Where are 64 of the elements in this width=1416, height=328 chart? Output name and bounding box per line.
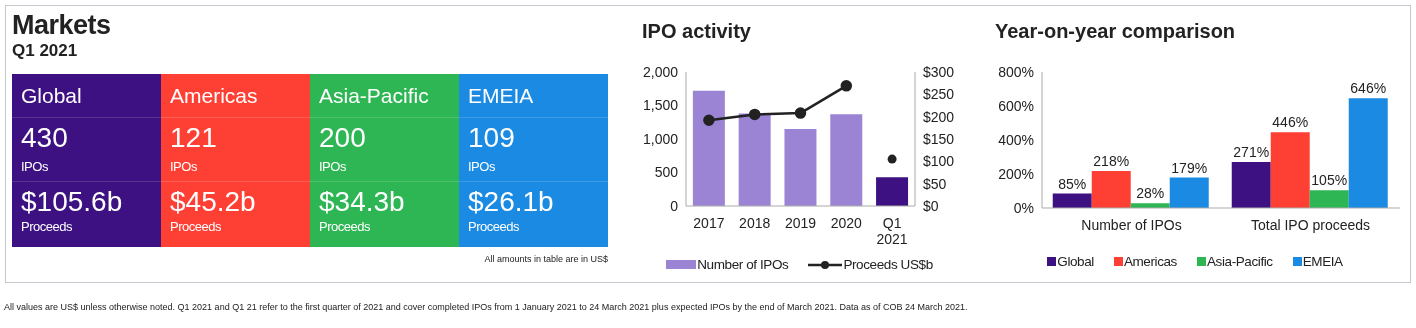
y-tick-label: 400% [998, 131, 1034, 148]
text: Markets [12, 10, 112, 40]
y-tick-label: 0 [670, 197, 679, 214]
legend-label: Number of IPOs [697, 257, 789, 272]
x-tick-label: 2018 [739, 215, 771, 231]
y-tick-label: 500 [654, 164, 679, 181]
text: IPOs [170, 159, 197, 174]
data-label: $34.3b [319, 186, 406, 218]
y-tick-label: 200% [998, 165, 1034, 182]
x-tick-label: Number of IPOs [1081, 217, 1182, 233]
y-tick-label: 2,000 [642, 63, 679, 80]
text: Proceeds [319, 219, 370, 234]
data-label: 218% [1093, 152, 1130, 169]
y-tick-label: 0% [1013, 199, 1034, 216]
text: Proceeds [468, 219, 519, 234]
category-label: Americas [161, 74, 310, 118]
x-tick-label: Total IPO proceeds [1250, 217, 1371, 233]
legend-label: Asia-Pacific [1206, 254, 1273, 269]
y2-tick-label: $200 [923, 108, 955, 125]
data-label: $26.1b [468, 186, 555, 218]
data-label: 646% [1350, 80, 1387, 97]
x-tick-label: 2017 [693, 215, 725, 231]
series-label: Proceeds [21, 218, 73, 236]
category-label: Asia-Pacific [310, 74, 459, 118]
y-tick-label: 1,500 [642, 97, 679, 114]
category-label: Global [12, 74, 161, 118]
y2-tick-label: $300 [923, 63, 955, 80]
data-label: 28% [1136, 185, 1165, 202]
y2-tick-label: $150 [923, 130, 955, 147]
text: IPOs [319, 159, 346, 174]
y2-tick-label: $100 [923, 153, 955, 170]
data-label: 179% [1171, 159, 1208, 176]
data-label: 446% [1272, 114, 1309, 131]
data-label: 200 [319, 122, 367, 154]
legend-label: Proceeds US$b [843, 257, 933, 272]
data-label: 271% [1233, 143, 1270, 160]
chart-title: IPO activity [642, 20, 751, 43]
y-tick-label: 600% [998, 97, 1034, 114]
data-label: $45.2b [170, 186, 257, 218]
text: Q1 2021 [12, 40, 79, 62]
legend-label: Americas [1123, 254, 1177, 269]
y2-tick-label: $250 [923, 86, 955, 103]
text: All amounts in table are in US$ [483, 254, 609, 264]
category-label: EMEIA [459, 74, 608, 118]
text: Proceeds [170, 219, 221, 234]
y-tick-label: 800% [998, 63, 1034, 80]
y-tick-label: 1,000 [642, 130, 679, 147]
x-tick-label: 2019 [784, 215, 817, 231]
data-label: 430 [21, 122, 69, 154]
text: IPOs [468, 159, 495, 174]
y2-tick-label: $0 [923, 197, 939, 214]
data-label: 121 [170, 122, 218, 154]
data-label: 109 [468, 122, 516, 154]
legend-label: Global [1057, 254, 1094, 269]
legend-label: EMEIA [1302, 254, 1343, 269]
chart-title: Year-on-year comparison [995, 20, 1236, 43]
text: All values are US$ unless otherwise noted. Q1 2021 and Q1 21 refer to the first quarter of 2021 and cover completed IPOs from 1 January 2021 to 24 March 2021 plus expected IPOs by the end of March 2021. Data as of COB 24 March 2021. [4, 302, 969, 312]
x-tick-label: Q1 2021 [876, 215, 908, 247]
x-tick-label: 2020 [830, 215, 863, 231]
data-label: 85% [1058, 175, 1087, 192]
series-label: IPOs [21, 158, 49, 176]
y2-tick-label: $50 [923, 175, 947, 192]
data-label: 105% [1311, 172, 1348, 189]
data-label: $105.6b [21, 186, 124, 218]
